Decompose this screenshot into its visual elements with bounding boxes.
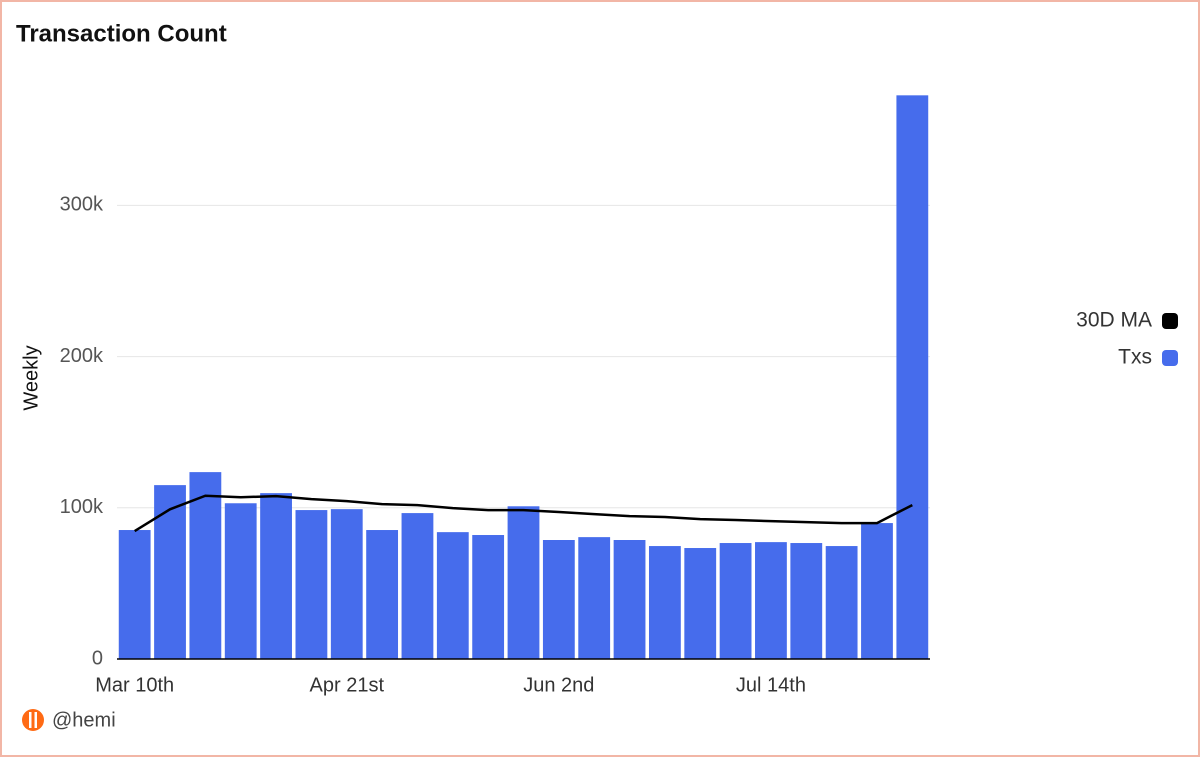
bar (542, 540, 575, 659)
bar (790, 543, 823, 659)
bar (154, 485, 186, 659)
legend-label: 30D MA (1076, 309, 1152, 332)
y-tick-label: 300k (60, 194, 104, 216)
bar (472, 535, 505, 659)
bar (578, 537, 611, 659)
bar (330, 509, 363, 659)
footer-logo (22, 709, 44, 731)
bar (825, 546, 858, 659)
y-tick-label: 100k (60, 496, 104, 518)
bar (189, 472, 222, 659)
y-tick-label: 0 (92, 647, 103, 669)
x-tick-label: Jun 2nd (523, 674, 594, 696)
bar (260, 493, 292, 659)
bar (401, 513, 434, 659)
y-axis-label: Weekly (20, 345, 42, 410)
legend-swatch (1162, 313, 1178, 329)
bar (896, 95, 929, 659)
bar (684, 548, 717, 659)
legend-swatch (1162, 350, 1178, 366)
ma-line (134, 494, 913, 533)
bar (118, 530, 151, 659)
x-tick-label: Jul 14th (736, 674, 806, 696)
bar (295, 510, 328, 659)
x-tick-label: Mar 10th (95, 674, 174, 696)
bar (861, 523, 893, 659)
bar (719, 543, 752, 659)
bar (648, 546, 681, 659)
y-tick-label: 200k (60, 345, 104, 367)
footer-handle: @hemi (52, 709, 116, 731)
bar (613, 540, 646, 659)
chart-title: Transaction Count (16, 20, 227, 47)
legend-label: Txs (1118, 346, 1152, 369)
x-tick-label: Apr 21st (310, 674, 385, 696)
bar (436, 532, 469, 659)
bar (224, 503, 257, 659)
bar (755, 542, 787, 659)
bar (366, 530, 399, 659)
bar (507, 506, 540, 659)
